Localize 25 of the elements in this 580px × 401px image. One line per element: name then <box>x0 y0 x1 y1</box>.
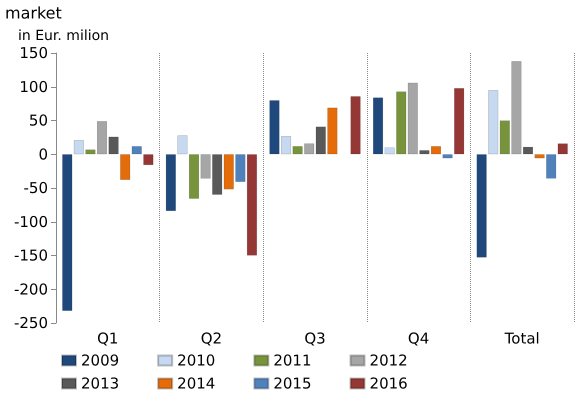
legend-label: 2009 <box>81 352 120 370</box>
legend-label: 2011 <box>273 352 312 370</box>
y-tick-label: -150 <box>14 246 48 264</box>
legend-label: 2014 <box>177 374 216 392</box>
legend-label: 2016 <box>370 374 408 392</box>
y-tick-label: 100 <box>19 78 48 96</box>
y-axis-title: in Eur. milion <box>18 28 110 44</box>
y-tick-label: 50 <box>28 112 48 130</box>
legend-label: 2015 <box>273 374 312 392</box>
y-tick-label: -250 <box>14 314 48 332</box>
chart-title: market <box>5 4 62 22</box>
y-tick-label: -100 <box>14 212 48 231</box>
y-tick-label: 0 <box>38 145 48 164</box>
y-tick-label: 150 <box>19 44 48 62</box>
x-tick-label: Q3 <box>304 330 326 348</box>
y-tick-label: -200 <box>14 280 48 298</box>
x-tick-label: Q4 <box>408 330 430 348</box>
x-tick-label: Q2 <box>200 330 222 348</box>
y-tick-label: -50 <box>24 179 48 197</box>
legend-label: 2013 <box>81 374 120 392</box>
x-tick-label: Total <box>504 330 540 348</box>
x-tick-label: Q1 <box>97 330 118 348</box>
bar <box>350 96 361 154</box>
legend-label: 2010 <box>177 352 216 370</box>
legend-label: 2012 <box>370 352 408 370</box>
